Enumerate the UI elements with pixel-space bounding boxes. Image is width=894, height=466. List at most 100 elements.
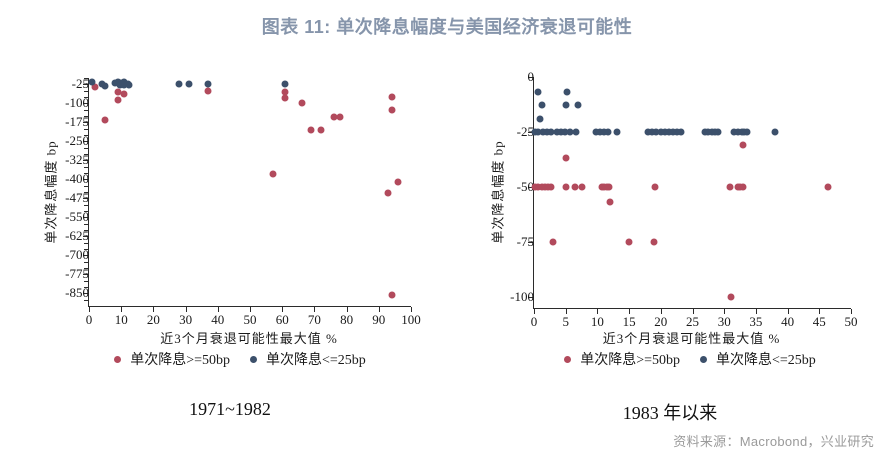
x-tick xyxy=(250,307,251,312)
data-point-blue xyxy=(771,128,779,136)
y-tick-minor xyxy=(84,223,89,225)
y-tick-minor xyxy=(84,287,89,288)
data-point-blue xyxy=(574,101,582,108)
y-tick-minor xyxy=(84,166,89,168)
data-point-red xyxy=(317,126,325,134)
data-point-red xyxy=(549,238,557,246)
chart-subtitle-right: 1983 年以来 xyxy=(622,403,718,423)
x-tick xyxy=(411,307,412,312)
blue-dot-icon xyxy=(700,355,707,363)
data-point-blue xyxy=(714,128,722,136)
x-tick-label: 100 xyxy=(401,312,421,327)
data-point-red xyxy=(388,106,396,114)
y-tick-minor xyxy=(84,261,89,263)
x-tick-label: 0 xyxy=(85,312,93,327)
data-point-blue xyxy=(596,128,604,136)
data-point-blue xyxy=(538,101,546,108)
data-point-red xyxy=(114,96,122,104)
data-point-red xyxy=(625,238,633,246)
y-tick-label: -850 xyxy=(65,285,89,301)
y-tick-label: -25 xyxy=(71,76,89,92)
y-tick-minor xyxy=(84,135,89,136)
legend-right: 单次降息>=50bp 单次降息<=25bp xyxy=(505,349,875,369)
red-dot-icon xyxy=(114,355,122,363)
blue-dot-icon xyxy=(250,355,257,363)
y-tick xyxy=(83,198,89,200)
data-point-red xyxy=(650,238,658,246)
y-tick xyxy=(528,297,534,298)
y-tick xyxy=(83,103,89,105)
data-point-red xyxy=(547,183,555,191)
x-tick-label: 20 xyxy=(654,314,668,329)
y-tick-label: 0 xyxy=(527,69,535,84)
y-tick xyxy=(528,77,534,78)
legend-item-blue: 单次降息<=25bp xyxy=(700,349,816,369)
data-point-blue xyxy=(531,128,539,136)
y-tick-minor xyxy=(84,280,89,282)
y-tick-label: -75 xyxy=(516,234,534,249)
data-point-blue xyxy=(175,80,183,88)
y-tick-minor xyxy=(84,299,89,301)
x-tick xyxy=(565,309,567,314)
x-tick xyxy=(755,309,757,314)
data-point-blue xyxy=(613,128,621,136)
x-tick-label: 90 xyxy=(372,312,386,327)
data-point-red xyxy=(727,293,735,301)
data-point-red xyxy=(394,178,402,186)
x-tick-label: 25 xyxy=(686,314,699,329)
data-point-blue xyxy=(562,101,570,108)
y-tick-minor xyxy=(84,154,89,155)
x-tick-label: 35 xyxy=(749,314,763,329)
data-point-red xyxy=(91,83,99,91)
data-point-red xyxy=(330,113,338,121)
data-point-red xyxy=(388,93,396,101)
y-tick xyxy=(83,236,89,238)
y-tick-minor xyxy=(84,90,89,92)
legend-label-red: 单次降息>=50bp xyxy=(130,353,230,368)
x-tick-label: 50 xyxy=(243,312,257,327)
y-tick-label: -100 xyxy=(510,289,534,304)
data-point-blue xyxy=(604,128,612,136)
y-tick-label: -550 xyxy=(65,209,89,225)
y-tick-minor xyxy=(84,204,89,206)
data-point-red xyxy=(571,183,579,191)
plot-area-left: 0 10 20 30 40 50 60 70 80 90 100 -25 -100 -175 -250 -32… xyxy=(65,76,421,327)
data-point-red xyxy=(281,88,289,96)
y-tick xyxy=(528,242,534,243)
data-point-blue xyxy=(677,128,685,136)
y-tick-minor xyxy=(84,109,89,111)
y-axis-label-right: 单次降息幅度 bp xyxy=(490,140,506,244)
y-tick-minor xyxy=(84,173,89,174)
x-tick xyxy=(185,307,187,312)
x-tick-label: 80 xyxy=(340,312,354,327)
data-point-red xyxy=(562,154,570,162)
x-tick xyxy=(314,307,316,312)
data-point-red xyxy=(269,170,277,178)
x-tick xyxy=(660,309,662,314)
y-tick xyxy=(83,293,89,295)
y-tick-minor xyxy=(84,230,89,231)
data-point-blue xyxy=(652,128,660,136)
x-tick xyxy=(724,309,726,314)
legend-left: 单次降息>=50bp 单次降息<=25bp xyxy=(60,349,420,369)
y-tick xyxy=(83,141,89,143)
y-tick-label: -50 xyxy=(516,179,534,194)
x-tick-label: 10 xyxy=(590,314,604,329)
data-point-blue xyxy=(673,128,681,136)
data-point-blue xyxy=(553,128,561,136)
x-tick-label: 40 xyxy=(211,312,225,327)
y-tick-label: -775 xyxy=(65,266,89,282)
y-tick xyxy=(83,274,89,276)
y-tick-label: -175 xyxy=(65,114,89,130)
legend-item-red: 单次降息>=50bp xyxy=(114,349,230,369)
data-point-red xyxy=(298,99,306,107)
x-tick xyxy=(217,307,219,312)
data-point-blue xyxy=(88,78,96,86)
y-tick-minor xyxy=(84,185,89,187)
y-tick-label: -625 xyxy=(65,228,89,244)
data-point-red xyxy=(606,198,614,206)
y-tick-minor xyxy=(84,192,89,193)
x-tick xyxy=(787,309,789,314)
data-point-red xyxy=(605,183,613,191)
figure-title: 图表 11: 单次降息幅度与美国经济衰退可能性 xyxy=(261,17,633,37)
